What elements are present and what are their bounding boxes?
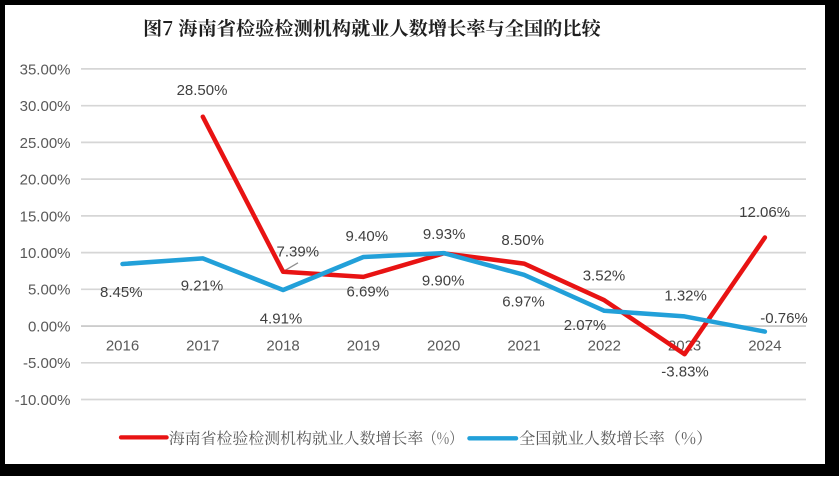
svg-text:9.93%: 9.93% [423,226,466,243]
svg-text:4.91%: 4.91% [260,310,303,327]
svg-text:6.69%: 6.69% [347,284,390,301]
svg-text:9.90%: 9.90% [422,273,465,290]
svg-text:1.32%: 1.32% [664,288,707,305]
svg-text:-5.00%: -5.00% [23,355,71,372]
svg-text:25.00%: 25.00% [20,135,71,152]
svg-text:8.50%: 8.50% [501,232,544,249]
svg-text:2018: 2018 [266,338,299,355]
svg-text:30.00%: 30.00% [20,98,71,115]
svg-text:35.00%: 35.00% [20,61,71,78]
svg-text:10.00%: 10.00% [20,245,71,262]
svg-text:3.52%: 3.52% [583,267,626,284]
svg-text:-3.83%: -3.83% [661,363,709,380]
svg-text:2019: 2019 [347,338,380,355]
svg-text:6.97%: 6.97% [502,293,545,310]
svg-text:5.00%: 5.00% [28,282,71,299]
svg-text:2024: 2024 [748,338,781,355]
svg-text:0.00%: 0.00% [28,318,71,335]
svg-text:2022: 2022 [588,338,621,355]
svg-text:28.50%: 28.50% [177,82,228,99]
svg-text:2016: 2016 [106,338,139,355]
svg-text:15.00%: 15.00% [20,208,71,225]
svg-text:20.00%: 20.00% [20,172,71,189]
svg-text:7.39%: 7.39% [277,243,320,260]
svg-text:-10.00%: -10.00% [15,392,71,409]
svg-text:-0.76%: -0.76% [760,310,808,327]
svg-text:2021: 2021 [507,338,540,355]
svg-text:2020: 2020 [427,338,460,355]
svg-text:2.07%: 2.07% [564,317,607,334]
svg-text:12.06%: 12.06% [739,204,790,221]
svg-text:2017: 2017 [186,338,219,355]
svg-text:8.45%: 8.45% [100,284,143,301]
svg-text:9.40%: 9.40% [346,228,389,245]
svg-text:9.21%: 9.21% [181,277,224,294]
